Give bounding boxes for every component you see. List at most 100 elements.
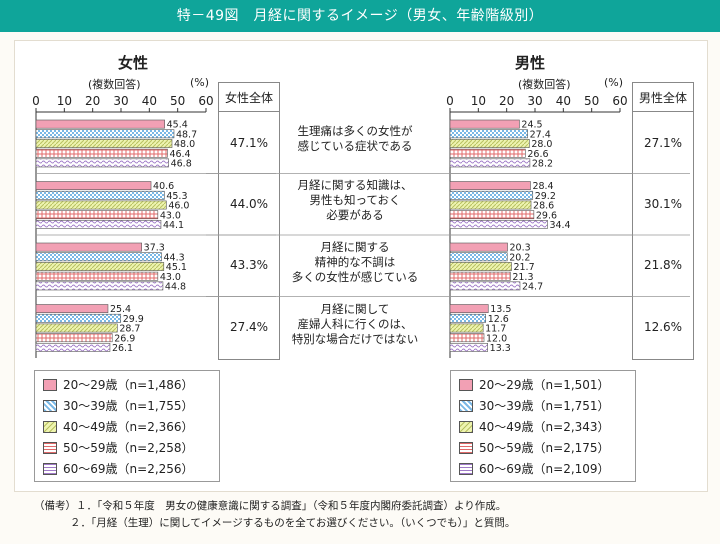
female-total-3: 43.3% bbox=[229, 258, 269, 272]
female-legend-4: 50～59歳（n=2,258） bbox=[63, 441, 194, 455]
figure-title: 特－49図 月経に関するイメージ（男女、年齢階級別） bbox=[0, 0, 720, 32]
male-bar bbox=[449, 190, 534, 200]
female-legend-3: 40～49歳（n=2,366） bbox=[63, 420, 194, 434]
female-bar bbox=[35, 158, 169, 168]
male-tick-60: 60 bbox=[612, 94, 627, 108]
female-bar-label: 45.3 bbox=[166, 191, 187, 202]
male-bar-label: 21.3 bbox=[512, 272, 533, 283]
notes: （備考）１．「令和５年度 男女の健康意識に関する調査」（令和５年度内閣府委託調査… bbox=[34, 498, 515, 532]
male-bar-label: 20.2 bbox=[509, 252, 530, 263]
female-bar bbox=[35, 333, 113, 343]
female-legend-5: 60～69歳（n=2,256） bbox=[63, 462, 194, 476]
female-bar-label: 25.4 bbox=[110, 304, 131, 315]
female-tick-50: 50 bbox=[170, 94, 185, 108]
female-bar-label: 45.1 bbox=[166, 262, 187, 273]
female-bar bbox=[35, 313, 122, 323]
male-bar bbox=[449, 304, 489, 313]
female-total-4: 27.4% bbox=[229, 320, 269, 334]
female-bar-label: 40.6 bbox=[153, 181, 174, 192]
female-bar bbox=[35, 242, 142, 252]
male-legend: 20～29歳（n=1,501） 30～39歳（n=1,751） 40～49歳（n… bbox=[450, 370, 636, 482]
male-tick-50: 50 bbox=[584, 94, 599, 108]
female-bar-label: 43.0 bbox=[160, 272, 181, 283]
female-total-2: 44.0% bbox=[229, 197, 269, 211]
female-bar bbox=[35, 200, 167, 210]
male-bar bbox=[449, 210, 535, 220]
male-bar bbox=[449, 323, 484, 333]
male-legend-5: 60～69歳（n=2,109） bbox=[479, 462, 610, 476]
male-legend-3: 40～49歳（n=2,343） bbox=[479, 420, 610, 434]
male-bar bbox=[449, 262, 512, 271]
female-tick-40: 40 bbox=[142, 94, 157, 108]
male-bar-label: 21.7 bbox=[513, 262, 534, 273]
item-label-2: 月経に関する知識は、 男性も知っておく 必要がある bbox=[285, 178, 425, 223]
male-bar bbox=[449, 148, 526, 158]
legend-swatch-age40 bbox=[43, 421, 57, 433]
male-total-column: 男性全体 27.1% 30.1% 21.8% 12.6% bbox=[632, 82, 694, 360]
female-bar bbox=[35, 181, 152, 190]
male-bar bbox=[449, 158, 531, 168]
male-bar bbox=[449, 139, 530, 148]
male-bar-label: 26.6 bbox=[527, 149, 548, 160]
male-bar bbox=[449, 220, 548, 229]
item-1-line-2: 感じている症状である bbox=[297, 139, 413, 153]
male-legend-2: 30～39歳（n=1,751） bbox=[479, 399, 610, 413]
male-title: 男性 bbox=[515, 54, 546, 72]
male-bar bbox=[449, 313, 487, 323]
female-bar-label: 46.8 bbox=[171, 159, 192, 170]
item-1-line-1: 生理痛は多くの女性が bbox=[297, 124, 413, 138]
legend-swatch-age50 bbox=[43, 442, 57, 454]
female-tick-10: 10 bbox=[57, 94, 72, 108]
male-bar-label: 28.4 bbox=[532, 181, 553, 192]
female-unit: (%) bbox=[190, 76, 210, 89]
female-title: 女性 bbox=[118, 54, 149, 72]
male-bar-label: 12.6 bbox=[488, 314, 509, 325]
male-bar-label: 29.2 bbox=[535, 191, 556, 202]
female-tick-30: 30 bbox=[113, 94, 128, 108]
female-bar bbox=[35, 148, 168, 158]
male-legend-4: 50～59歳（n=2,175） bbox=[479, 441, 610, 455]
male-bar-label: 11.7 bbox=[485, 324, 506, 335]
male-bar-label: 13.5 bbox=[490, 304, 511, 315]
female-total-1: 47.1% bbox=[229, 136, 269, 150]
female-bar-label: 26.9 bbox=[114, 333, 135, 344]
male-total-1: 27.1% bbox=[643, 136, 683, 150]
male-bar-label: 13.3 bbox=[490, 343, 511, 354]
female-bar-label: 48.7 bbox=[176, 129, 197, 140]
female-legend: 20～29歳（n=1,486） 30～39歳（n=1,755） 40～49歳（n… bbox=[34, 370, 220, 482]
female-bar bbox=[35, 271, 159, 281]
legend-swatch-age20 bbox=[43, 379, 57, 391]
female-total-header: 女性全体 bbox=[224, 91, 273, 105]
female-bar-label: 45.4 bbox=[167, 120, 188, 131]
note-1: （備考）１．「令和５年度 男女の健康意識に関する調査」（令和５年度内閣府委託調査… bbox=[34, 500, 507, 512]
item-4-line-2: 産婦人科に行くのは、 bbox=[297, 317, 413, 331]
legend-swatch-age60 bbox=[43, 463, 57, 475]
male-bar bbox=[449, 281, 521, 291]
item-4-line-3: 特別な場合だけではない bbox=[291, 332, 419, 346]
male-bar-label: 24.7 bbox=[522, 282, 543, 293]
item-3-line-1: 月経に関する bbox=[320, 240, 390, 254]
female-bar-label: 43.0 bbox=[160, 210, 181, 221]
female-bar bbox=[35, 210, 159, 220]
legend-swatch-age30 bbox=[459, 400, 473, 412]
male-bar-label: 20.3 bbox=[510, 243, 531, 254]
item-4-line-1: 月経に関して bbox=[320, 302, 390, 316]
male-bar-label: 27.4 bbox=[530, 129, 551, 140]
female-legend-1: 20～29歳（n=1,486） bbox=[63, 378, 194, 392]
legend-swatch-age50 bbox=[459, 442, 473, 454]
male-bar bbox=[449, 333, 485, 343]
male-bar-label: 12.0 bbox=[486, 333, 507, 344]
male-bar bbox=[449, 271, 511, 281]
male-bar-label: 28.0 bbox=[531, 139, 552, 150]
female-bar bbox=[35, 119, 165, 129]
female-bar bbox=[35, 220, 162, 229]
male-bar bbox=[449, 181, 531, 190]
male-bar-label: 29.6 bbox=[536, 210, 557, 221]
male-bar bbox=[449, 252, 508, 262]
female-bar-label: 29.9 bbox=[123, 314, 144, 325]
item-2-line-2: 男性も知っておく bbox=[309, 193, 401, 207]
item-2-line-3: 必要がある bbox=[326, 208, 384, 222]
female-legend-2: 30～39歳（n=1,755） bbox=[63, 399, 194, 413]
male-tick-30: 30 bbox=[527, 94, 542, 108]
legend-swatch-age30 bbox=[43, 400, 57, 412]
